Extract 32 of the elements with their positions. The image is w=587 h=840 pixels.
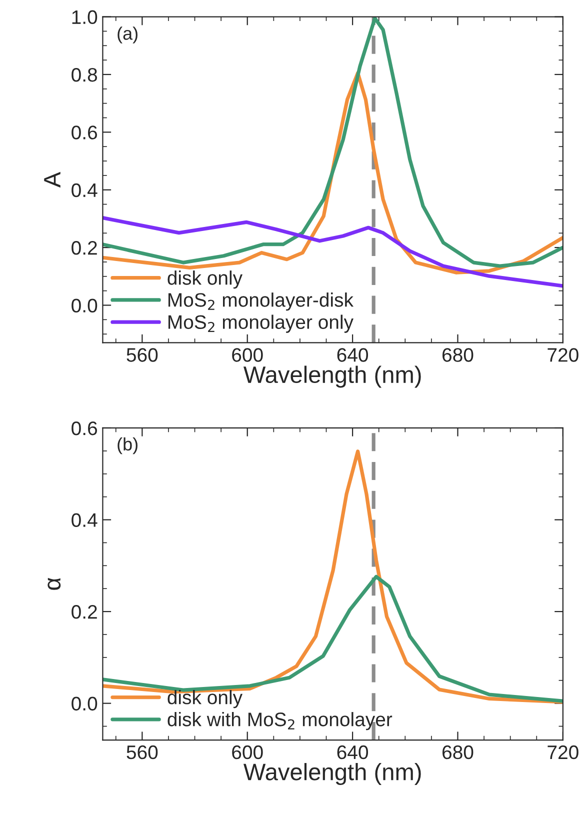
x-tick-label: 720 (548, 348, 578, 362)
x-tick-label: 680 (442, 348, 474, 362)
x-axis-title: Wavelength (nm) (243, 366, 421, 388)
y-tick-label: 0.6 (72, 421, 98, 436)
x-axis-title: Wavelength (nm) (243, 763, 421, 786)
y-tick-label: 0.6 (72, 126, 98, 140)
x-tick-label: 560 (126, 348, 158, 362)
x-tick-label: 600 (232, 745, 263, 760)
annotation: (a) (118, 26, 138, 44)
annotation: (b) (118, 437, 138, 454)
y-tick-label: 0.8 (72, 68, 98, 82)
x-tick-label: 720 (548, 745, 578, 760)
legend-label: disk only (168, 270, 243, 289)
x-tick-label: 640 (337, 745, 368, 760)
y-tick-label: 0.2 (72, 605, 97, 619)
y-tick-label: 0.4 (72, 513, 98, 527)
y-tick-label: 0.2 (72, 241, 97, 255)
y-axis-title: A (44, 172, 60, 188)
y-axis-title: α (48, 578, 61, 590)
x-tick-label: 640 (337, 348, 368, 362)
legend-label: disk with MoS$_{2}$ monolayer (168, 712, 392, 730)
x-tick-label: 560 (126, 745, 158, 760)
legend-label: disk only (168, 690, 243, 708)
legend-label: MoS$_{2}$ monolayer-disk (168, 292, 354, 311)
y-tick-label: 0.0 (72, 298, 98, 312)
legend-label: MoS$_{2}$ monolayer only (168, 314, 354, 333)
line-series (102, 216, 563, 288)
x-tick-label: 680 (442, 745, 474, 760)
y-tick-label: 1.0 (72, 10, 98, 24)
x-tick-label: 600 (232, 348, 263, 362)
y-tick-label: 0.4 (72, 183, 98, 198)
y-tick-label: 0.0 (72, 696, 98, 711)
